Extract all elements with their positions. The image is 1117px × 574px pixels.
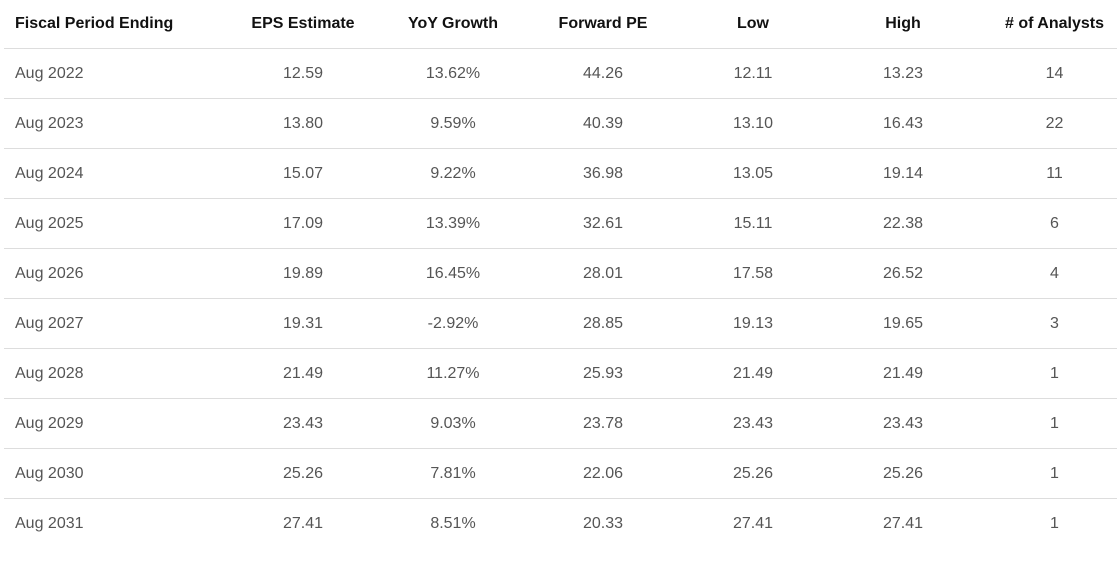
cell-low: 23.43 bbox=[692, 398, 814, 449]
cell-analysts: 1 bbox=[992, 398, 1117, 449]
cell-high: 23.43 bbox=[814, 398, 992, 449]
cell-yoy-growth: 9.59% bbox=[392, 98, 514, 149]
cell-high: 25.26 bbox=[814, 448, 992, 499]
cell-high: 26.52 bbox=[814, 248, 992, 299]
cell-forward-pe: 20.33 bbox=[582, 514, 624, 532]
table-body: Aug 2022 12.59 13.62% 44.26 12.11 13.23 14 Aug … bbox=[4, 48, 1117, 549]
table-row: Aug 2022 12.59 13.62% 44.26 12.11 13.23 14 bbox=[4, 48, 1117, 99]
cell-eps-estimate: 19.89 bbox=[214, 248, 392, 299]
earnings-estimates-table-container: Fiscal Period Ending EPS Estimate YoY Gr… bbox=[4, 0, 1117, 548]
cell-eps-estimate: 13.80 bbox=[214, 98, 392, 149]
cell-forward-pe: 36.98 bbox=[514, 148, 692, 199]
cell-high: 21.49 bbox=[814, 348, 992, 399]
cell-analysts: 6 bbox=[992, 198, 1117, 249]
cell-eps-estimate: 19.31 bbox=[214, 298, 392, 349]
table-row: Aug 2031 27.41 8.51% 20.33 27.41 27.41 1 bbox=[4, 499, 1117, 549]
cell-analysts: 1 bbox=[1050, 514, 1059, 532]
column-header-yoy-growth[interactable]: YoY Growth bbox=[392, 0, 514, 49]
cell-fiscal-period: Aug 2029 bbox=[4, 398, 214, 449]
cell-fiscal-period: Aug 2030 bbox=[4, 448, 214, 499]
cell-forward-pe: 25.93 bbox=[514, 348, 692, 399]
cell-high: 27.41 bbox=[882, 514, 924, 532]
cell-fiscal-period: Aug 2031 bbox=[15, 514, 84, 532]
cell-eps-estimate: 25.26 bbox=[214, 448, 392, 499]
cell-low: 17.58 bbox=[692, 248, 814, 299]
cell-eps-estimate: 15.07 bbox=[214, 148, 392, 199]
cell-yoy-growth: 9.03% bbox=[392, 398, 514, 449]
cell-low: 13.10 bbox=[692, 98, 814, 149]
cell-high: 19.14 bbox=[814, 148, 992, 199]
table-row: Aug 2027 19.31 -2.92% 28.85 19.13 19.65 3 bbox=[4, 298, 1117, 349]
cell-analysts: 1 bbox=[992, 348, 1117, 399]
column-header-fiscal-period[interactable]: Fiscal Period Ending bbox=[4, 0, 214, 49]
cell-forward-pe: 44.26 bbox=[514, 48, 692, 99]
cell-yoy-growth: 11.27% bbox=[392, 348, 514, 399]
cell-low: 19.13 bbox=[692, 298, 814, 349]
cell-analysts: 22 bbox=[992, 98, 1117, 149]
table-row: Aug 2028 21.49 11.27% 25.93 21.49 21.49 1 bbox=[4, 348, 1117, 399]
cell-fiscal-period: Aug 2027 bbox=[4, 298, 214, 349]
cell-high: 16.43 bbox=[814, 98, 992, 149]
cell-low: 25.26 bbox=[692, 448, 814, 499]
column-header-low[interactable]: Low bbox=[692, 0, 814, 49]
cell-forward-pe: 22.06 bbox=[514, 448, 692, 499]
cell-low: 21.49 bbox=[692, 348, 814, 399]
cell-fiscal-period: Aug 2028 bbox=[4, 348, 214, 399]
cell-forward-pe: 28.01 bbox=[514, 248, 692, 299]
header-row: Fiscal Period Ending EPS Estimate YoY Gr… bbox=[4, 0, 1117, 49]
cell-analysts: 3 bbox=[992, 298, 1117, 349]
cell-yoy-growth: 16.45% bbox=[392, 248, 514, 299]
table-row: Aug 2030 25.26 7.81% 22.06 25.26 25.26 1 bbox=[4, 448, 1117, 499]
earnings-estimates-table: Fiscal Period Ending EPS Estimate YoY Gr… bbox=[4, 0, 1117, 548]
column-header-high[interactable]: High bbox=[814, 0, 992, 49]
cell-analysts: 4 bbox=[992, 248, 1117, 299]
cell-forward-pe: 40.39 bbox=[514, 98, 692, 149]
cell-yoy-growth: 7.81% bbox=[392, 448, 514, 499]
cell-fiscal-period: Aug 2023 bbox=[4, 98, 214, 149]
cell-yoy-growth: -2.92% bbox=[392, 298, 514, 349]
cell-high: 19.65 bbox=[814, 298, 992, 349]
cell-high: 22.38 bbox=[814, 198, 992, 249]
cell-forward-pe: 28.85 bbox=[514, 298, 692, 349]
cell-eps-estimate: 23.43 bbox=[214, 398, 392, 449]
cell-eps-estimate: 27.41 bbox=[282, 514, 324, 532]
cell-yoy-growth: 8.51% bbox=[430, 514, 476, 532]
cell-analysts: 11 bbox=[992, 148, 1117, 199]
table-header: Fiscal Period Ending EPS Estimate YoY Gr… bbox=[4, 0, 1117, 49]
cell-eps-estimate: 21.49 bbox=[214, 348, 392, 399]
table-row: Aug 2026 19.89 16.45% 28.01 17.58 26.52 4 bbox=[4, 248, 1117, 299]
column-header-forward-pe[interactable]: Forward PE bbox=[514, 0, 692, 49]
cell-eps-estimate: 17.09 bbox=[214, 198, 392, 249]
cell-forward-pe: 32.61 bbox=[514, 198, 692, 249]
cell-analysts: 1 bbox=[992, 448, 1117, 499]
cell-low: 13.05 bbox=[692, 148, 814, 199]
cell-fiscal-period: Aug 2024 bbox=[4, 148, 214, 199]
cell-fiscal-period: Aug 2022 bbox=[4, 48, 214, 99]
table-row: Aug 2023 13.80 9.59% 40.39 13.10 16.43 22 bbox=[4, 98, 1117, 149]
table-row: Aug 2025 17.09 13.39% 32.61 15.11 22.38 6 bbox=[4, 198, 1117, 249]
cell-eps-estimate: 12.59 bbox=[214, 48, 392, 99]
column-header-analysts[interactable]: # of Analysts bbox=[992, 0, 1117, 49]
cell-analysts: 14 bbox=[992, 48, 1117, 99]
cell-forward-pe: 23.78 bbox=[514, 398, 692, 449]
table-row: Aug 2024 15.07 9.22% 36.98 13.05 19.14 11 bbox=[4, 148, 1117, 199]
cell-fiscal-period: Aug 2025 bbox=[4, 198, 214, 249]
cell-low: 12.11 bbox=[692, 48, 814, 99]
table-row: Aug 2029 23.43 9.03% 23.78 23.43 23.43 1 bbox=[4, 398, 1117, 449]
cell-yoy-growth: 13.39% bbox=[392, 198, 514, 249]
cell-fiscal-period: Aug 2026 bbox=[4, 248, 214, 299]
cell-low: 27.41 bbox=[732, 514, 774, 532]
cell-high: 13.23 bbox=[814, 48, 992, 99]
column-header-eps-estimate[interactable]: EPS Estimate bbox=[214, 0, 392, 49]
cell-yoy-growth: 13.62% bbox=[392, 48, 514, 99]
cell-yoy-growth: 9.22% bbox=[392, 148, 514, 199]
cell-low: 15.11 bbox=[692, 198, 814, 249]
